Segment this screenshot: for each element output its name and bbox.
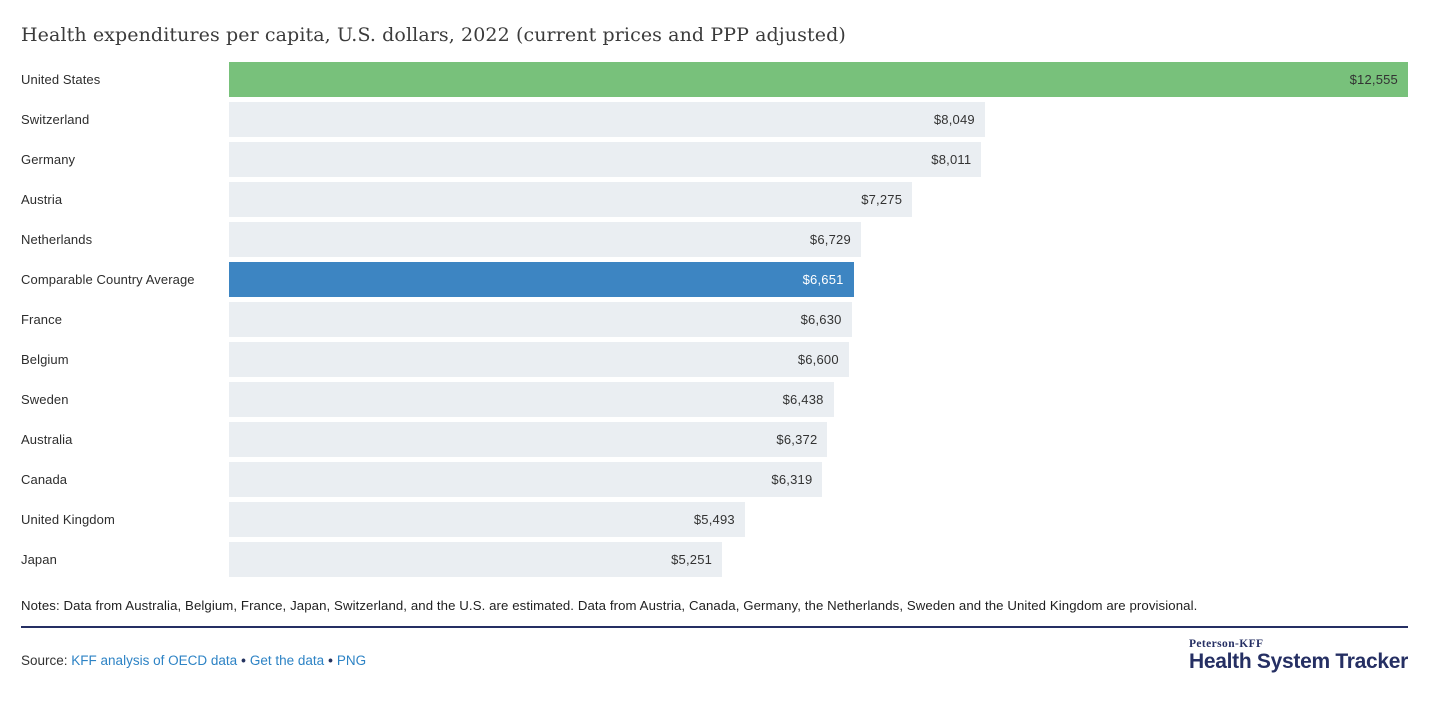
row-label: Netherlands bbox=[21, 232, 93, 247]
bar-value-label: $7,275 bbox=[861, 192, 903, 207]
row-label: Canada bbox=[21, 472, 68, 487]
bar[interactable]: $6,630 bbox=[229, 302, 852, 337]
logo-peterson-kff-text: Peterson-KFF bbox=[1189, 638, 1264, 650]
chart-row: Switzerland $8,049 bbox=[21, 102, 1408, 137]
bar[interactable]: $7,275 bbox=[229, 182, 913, 217]
row-label: Switzerland bbox=[21, 112, 90, 127]
row-label: France bbox=[21, 312, 63, 327]
bar-track: $6,372 bbox=[229, 422, 1408, 457]
bar[interactable]: $6,729 bbox=[229, 222, 861, 257]
bar-value-label: $6,651 bbox=[802, 272, 844, 287]
source-label: Source: bbox=[21, 653, 68, 668]
row-label: Austria bbox=[21, 192, 63, 207]
bar-track: $7,275 bbox=[229, 182, 1408, 217]
bar[interactable]: $8,049 bbox=[229, 102, 985, 137]
bar[interactable]: $6,600 bbox=[229, 342, 849, 377]
bar-track: $6,630 bbox=[229, 302, 1408, 337]
bar-track: $8,049 bbox=[229, 102, 1408, 137]
bullet-separator: • bbox=[241, 653, 246, 668]
bar-track: $8,011 bbox=[229, 142, 1408, 177]
row-label: Japan bbox=[21, 552, 57, 567]
bar-value-label: $5,493 bbox=[693, 512, 735, 527]
bar-value-label: $6,630 bbox=[800, 312, 842, 327]
chart-row: United Kingdom $5,493 bbox=[21, 502, 1408, 537]
bar-track: $6,600 bbox=[229, 342, 1408, 377]
source-link-kff-analysis[interactable]: KFF analysis of OECD data bbox=[71, 653, 238, 668]
bar-value-label: $8,011 bbox=[931, 152, 972, 167]
bar-track: $12,555 bbox=[229, 62, 1408, 97]
footer: Source: KFF analysis of OECD data • Get th… bbox=[21, 635, 1408, 673]
bar-value-label: $6,600 bbox=[797, 352, 839, 367]
chart-card: Health expenditures per capita, U.S. dol… bbox=[21, 23, 1408, 673]
bar-track: $6,651 bbox=[229, 262, 1408, 297]
bar-chart: United States $12,555 Switzerland $8,049 Ger… bbox=[21, 62, 1408, 577]
bar-track: $6,729 bbox=[229, 222, 1408, 257]
chart-row: United States $12,555 bbox=[21, 62, 1408, 97]
bar[interactable]: $6,438 bbox=[229, 382, 834, 417]
bar-track: $6,319 bbox=[229, 462, 1408, 497]
bar-value-label: $12,555 bbox=[1349, 72, 1398, 87]
bar-value-label: $6,372 bbox=[776, 432, 818, 447]
bullet-separator: • bbox=[328, 653, 333, 668]
health-system-tracker-logo[interactable]: Peterson-KFF Health System Tracker bbox=[1189, 635, 1408, 673]
source-line: Source: KFF analysis of OECD data • Get th… bbox=[21, 653, 366, 668]
bar-value-label: $6,438 bbox=[782, 392, 824, 407]
row-label: Sweden bbox=[21, 392, 69, 407]
bar-value-label: $8,049 bbox=[933, 112, 975, 127]
row-label: United Kingdom bbox=[21, 512, 115, 527]
chart-row: France $6,630 bbox=[21, 302, 1408, 337]
chart-row: Japan $5,251 bbox=[21, 542, 1408, 577]
chart-row: Comparable Country Average $6,651 bbox=[21, 262, 1408, 297]
source-link-get-the-data[interactable]: Get the data bbox=[249, 653, 325, 668]
bar[interactable]: $5,251 bbox=[229, 542, 723, 577]
row-label: Belgium bbox=[21, 352, 69, 367]
source-link-png[interactable]: PNG bbox=[336, 653, 367, 668]
bar-value-label: $6,319 bbox=[771, 472, 813, 487]
bar[interactable]: $6,651 bbox=[229, 262, 854, 297]
chart-title: Health expenditures per capita, U.S. dol… bbox=[21, 24, 846, 46]
row-label: United States bbox=[21, 72, 101, 87]
chart-row: Germany $8,011 bbox=[21, 142, 1408, 177]
bar[interactable]: $6,372 bbox=[229, 422, 828, 457]
bar-value-label: $5,251 bbox=[671, 552, 713, 567]
row-label: Australia bbox=[21, 432, 73, 447]
chart-row: Canada $6,319 bbox=[21, 462, 1408, 497]
bar[interactable]: $8,011 bbox=[229, 142, 982, 177]
row-label: Germany bbox=[21, 152, 76, 167]
logo-health-system-tracker-text: Health System Tracker bbox=[1189, 650, 1408, 673]
chart-row: Australia $6,372 bbox=[21, 422, 1408, 457]
bar-track: $6,438 bbox=[229, 382, 1408, 417]
bar-track: $5,251 bbox=[229, 542, 1408, 577]
row-label: Comparable Country Average bbox=[21, 272, 195, 287]
chart-notes: Notes: Data from Australia, Belgium, Fra… bbox=[21, 598, 1198, 613]
bar[interactable]: $5,493 bbox=[229, 502, 745, 537]
chart-row: Sweden $6,438 bbox=[21, 382, 1408, 417]
bar[interactable]: $6,319 bbox=[229, 462, 823, 497]
bar-track: $5,493 bbox=[229, 502, 1408, 537]
chart-row: Austria $7,275 bbox=[21, 182, 1408, 217]
divider-rule bbox=[21, 626, 1408, 628]
chart-row: Belgium $6,600 bbox=[21, 342, 1408, 377]
bar[interactable]: $12,555 bbox=[229, 62, 1408, 97]
chart-row: Netherlands $6,729 bbox=[21, 222, 1408, 257]
bar-value-label: $6,729 bbox=[809, 232, 851, 247]
